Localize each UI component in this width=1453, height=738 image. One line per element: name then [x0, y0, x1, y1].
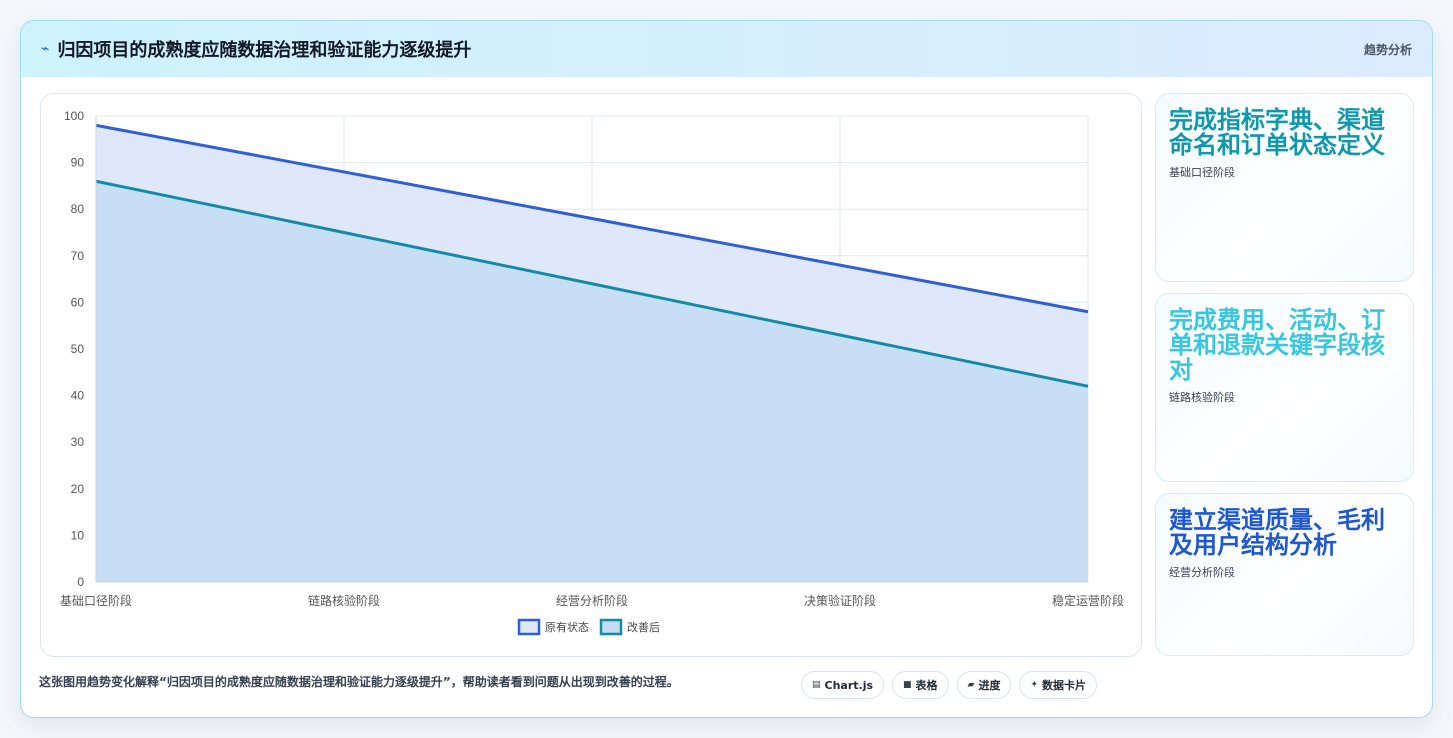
y-tick-label: 30: [71, 435, 85, 449]
series-line-2: [95, 179, 1089, 388]
trend-line-icon: ⌁: [41, 41, 50, 57]
side-card-2: 完成费用、活动、订单和退款关键字段核对 链路核验阶段: [1155, 293, 1414, 482]
y-tick-label: 0: [77, 575, 84, 589]
y-tick-label: 70: [71, 249, 85, 263]
chip-label: Chart.js: [824, 678, 874, 692]
y-tick-label: 40: [71, 389, 85, 403]
trend-card: ⌁ 归因项目的成熟度应随数据治理和验证能力逐级提升 趋势分析 0 10 20 30 40…: [20, 20, 1433, 718]
side-card-headline: 建立渠道质量、毛利及用户结构分析: [1169, 506, 1385, 559]
side-card-stage: 经营分析阶段: [1169, 566, 1235, 579]
tool-chips: ▤ Chart.js ■ 表格 ▰ 进度 ✦ 数据卡片: [801, 671, 1105, 699]
y-tick-label: 10: [71, 528, 85, 542]
y-tick-label: 20: [71, 482, 85, 496]
chart-description: 这张图用趋势变化解释“归因项目的成熟度应随数据治理和验证能力逐级提升”，帮助读者…: [39, 675, 679, 689]
series-line-1: [95, 123, 1089, 314]
x-tick-label: 链路核验阶段: [308, 593, 380, 608]
chip-progress[interactable]: ▰ 进度: [956, 671, 1012, 699]
card-header: ⌁ 归因项目的成熟度应随数据治理和验证能力逐级提升 趋势分析: [21, 21, 1432, 77]
area-chart: 0 10 20 30 40 50 60 70 80 90 100 基础口径阶段 链路核验阶段 经营分析阶段…: [60, 109, 1124, 636]
side-card-headline: 完成指标字典、渠道命名和订单状态定义: [1169, 106, 1385, 159]
chart-icon: ▤: [812, 680, 821, 690]
chip-label: 表格: [915, 679, 938, 692]
chip-table[interactable]: ■ 表格: [892, 671, 949, 699]
y-tick-label: 100: [64, 109, 84, 123]
legend-label: 改善后: [627, 620, 660, 634]
legend-label: 原有状态: [545, 620, 589, 634]
y-tick-label: 80: [71, 202, 85, 216]
page-title: 归因项目的成熟度应随数据治理和验证能力逐级提升: [57, 40, 472, 61]
x-tick-label: 经营分析阶段: [556, 593, 628, 608]
side-card-headline: 完成费用、活动、订单和退款关键字段核对: [1169, 306, 1385, 384]
y-tick-label: 60: [71, 295, 85, 309]
y-tick-label: 90: [71, 156, 85, 170]
x-tick-label: 决策验证阶段: [804, 593, 876, 608]
progress-icon: ▰: [967, 680, 975, 690]
chip-data-card[interactable]: ✦ 数据卡片: [1019, 671, 1098, 699]
side-card-3: 建立渠道质量、毛利及用户结构分析 经营分析阶段: [1155, 493, 1414, 656]
y-tick-label: 50: [71, 342, 85, 356]
x-tick-label: 基础口径阶段: [60, 593, 132, 608]
x-tick-label: 稳定运营阶段: [1052, 593, 1124, 608]
chip-label: 数据卡片: [1042, 679, 1087, 692]
table-icon: ■: [903, 680, 912, 690]
chip-chartjs[interactable]: ▤ Chart.js: [801, 671, 885, 699]
side-card-stage: 基础口径阶段: [1169, 166, 1235, 179]
legend-swatch: [517, 618, 541, 636]
chip-label: 进度: [978, 679, 1001, 692]
series-area-2: [96, 181, 1088, 582]
side-card-1: 完成指标字典、渠道命名和订单状态定义 基础口径阶段: [1155, 93, 1414, 282]
chart-panel: 0 10 20 30 40 50 60 70 80 90 100 基础口径阶段 链路核验阶段 经营分析阶段…: [40, 93, 1142, 657]
side-card-stage: 链路核验阶段: [1169, 391, 1235, 404]
category-tag: 趋势分析: [1363, 43, 1412, 57]
sparkle-icon: ✦: [1030, 680, 1039, 690]
legend-swatch: [599, 618, 623, 636]
